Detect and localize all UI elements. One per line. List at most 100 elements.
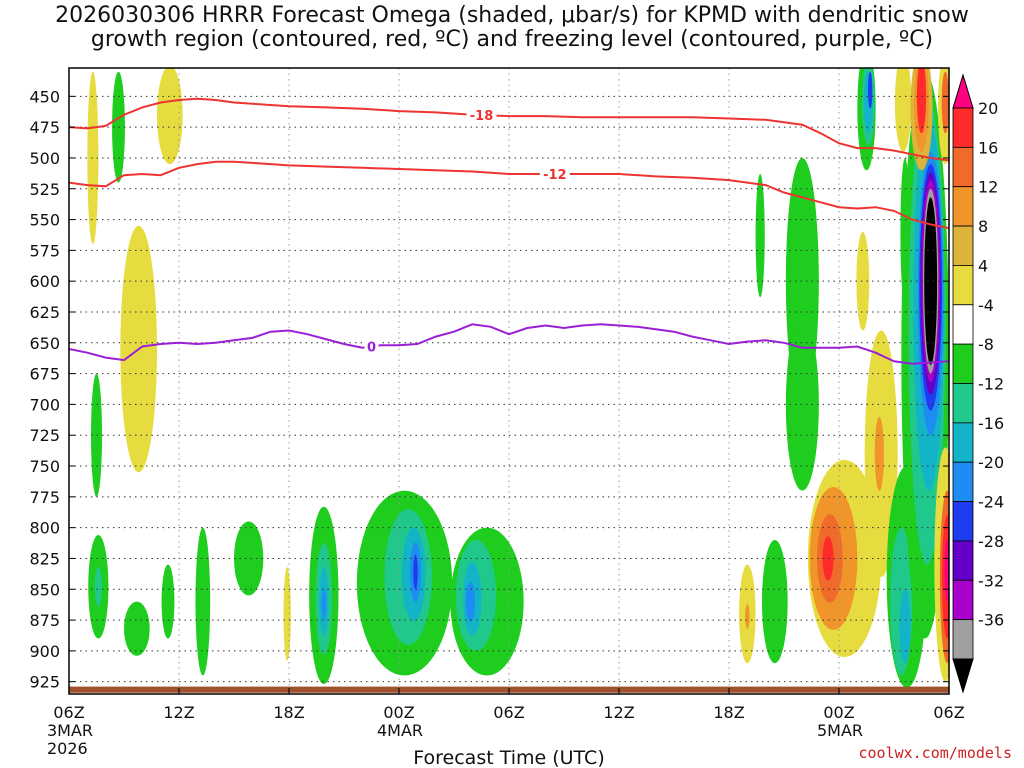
colorbar-label: -24: [978, 493, 1004, 512]
pressure-axis: 450 475 500 525 550 575 600 625 650 675 700 725 750 7…: [29, 87, 949, 692]
y-tick-label: 625: [29, 303, 60, 322]
colorbar-max-arrow: [952, 73, 974, 109]
colorbar-segment: [952, 501, 974, 542]
blue-cluster-23: [465, 581, 476, 622]
x-tick-date: 4MAR: [377, 721, 423, 740]
cyan-low-42: [899, 589, 911, 664]
blue-core-15: [321, 589, 327, 619]
y-tick-label: 450: [29, 87, 60, 106]
colorbar-segment: [952, 225, 974, 266]
y-tick-label: 925: [29, 673, 60, 692]
colorbar-label: 16: [978, 138, 998, 157]
green-plume-30: [785, 318, 819, 491]
y-tick-label: 750: [29, 457, 60, 476]
green-streak-28: [755, 173, 765, 298]
y-tick-label: 850: [29, 580, 60, 599]
colorbar-segment: [952, 107, 974, 148]
x-tick-label: 18Z: [273, 703, 304, 722]
freezing-level-label: 0: [367, 340, 376, 355]
y-tick-label: 900: [29, 642, 60, 661]
omega-shading: [87, 68, 949, 688]
x-tick-label: 00Z: [823, 703, 854, 722]
yellow-blob-11: [283, 567, 291, 661]
y-tick-label: 775: [29, 488, 60, 507]
colorbar-label: -36: [978, 611, 1004, 630]
colorbar-label: -20: [978, 453, 1004, 472]
colorbar-label: -28: [978, 532, 1004, 551]
y-tick-label: 550: [29, 211, 60, 230]
orange-core-26: [745, 604, 750, 629]
green-blob-27: [762, 539, 788, 664]
y-tick-label: 675: [29, 365, 60, 384]
green-blob-9: [195, 527, 211, 676]
y-tick-label: 700: [29, 395, 60, 414]
y-tick-label: 725: [29, 426, 60, 445]
y-tick-label: 650: [29, 334, 60, 353]
y-tick-label: 825: [29, 549, 60, 568]
x-tick-label: 06Z: [493, 703, 524, 722]
colorbar: 20 16 12 8 4 -4 -8 -12 -16 -20 -24 -28 -32 -36: [952, 73, 1004, 694]
minus-18-isotherm-label: -18: [470, 109, 494, 124]
y-tick-label: 875: [29, 611, 60, 630]
upper-orange-60: [941, 71, 949, 134]
colorbar-segment: [952, 383, 974, 424]
navy-core-24: [413, 554, 418, 590]
x-tick-label: 00Z: [383, 703, 414, 722]
x-tick-label: 18Z: [713, 703, 744, 722]
title-line-1: 2026030306 HRRR Forecast Omega (shaded, …: [55, 3, 969, 28]
temperature-contours: -18 -12 0: [69, 97, 949, 365]
y-tick-label: 500: [29, 149, 60, 168]
green-blob-8: [161, 564, 175, 639]
y-tick-label: 525: [29, 180, 60, 199]
freezing-level-line: [69, 323, 949, 365]
green-blob-10: [234, 521, 264, 596]
colorbar-label: 20: [978, 99, 998, 118]
x-tick-label: 06Z: [933, 703, 964, 722]
y-tick-label: 800: [29, 519, 60, 538]
freezing-level-label-bg: [364, 338, 379, 355]
y-tick-label: 475: [29, 118, 60, 137]
colorbar-segment: [952, 422, 974, 463]
upper-blue-55: [867, 71, 873, 109]
colorbar-label: -32: [978, 571, 1004, 590]
yellow-streak-2: [157, 68, 183, 165]
minus-12-isotherm-line: [69, 160, 949, 230]
colorbar-segment: [952, 540, 974, 581]
colorbar-label: -12: [978, 375, 1004, 394]
title-line-2: growth region (contoured, red, ºC) and f…: [90, 27, 934, 52]
x-tick-label: 12Z: [603, 703, 634, 722]
colorbar-segment: [952, 265, 974, 306]
x-tick-date: 3MAR: [47, 721, 93, 740]
colorbar-segment: [952, 343, 974, 384]
colorbar-label: -16: [978, 414, 1004, 433]
x-axis-title: Forecast Time (UTC): [413, 747, 604, 768]
colorbar-segment: [952, 146, 974, 188]
colorbar-label: 8: [978, 217, 988, 236]
chart-title: 2026030306 HRRR Forecast Omega (shaded, …: [0, 4, 1024, 52]
colorbar-label: 4: [978, 256, 988, 275]
upper-red-58: [916, 68, 927, 134]
x-tick-label: 06Z: [53, 703, 84, 722]
minus-18-isotherm-label-bg: [466, 107, 497, 124]
lowright-pink-64: [944, 539, 949, 602]
colorbar-segment: [952, 186, 974, 227]
teal-core-6: [94, 567, 103, 607]
black-core-51: [924, 197, 938, 365]
y-tick-label: 575: [29, 241, 60, 260]
yellow-streak-31: [856, 231, 870, 331]
colorbar-segment: [952, 619, 974, 660]
minus-12-isotherm-label: -12: [543, 168, 567, 183]
x-tick-year: 2026: [47, 739, 88, 758]
colorbar-segment: [952, 579, 974, 621]
yellow-streak-32: [894, 68, 912, 152]
x-tick-date: 5MAR: [817, 721, 863, 740]
green-blob-7: [123, 601, 150, 656]
colorbar-label: 12: [978, 178, 998, 197]
colorbar-segment: [952, 304, 974, 345]
colorbar-label: -4: [978, 296, 994, 315]
orange-core-34: [874, 416, 884, 491]
colorbar-segment: [952, 461, 974, 502]
grid: [68, 68, 950, 694]
